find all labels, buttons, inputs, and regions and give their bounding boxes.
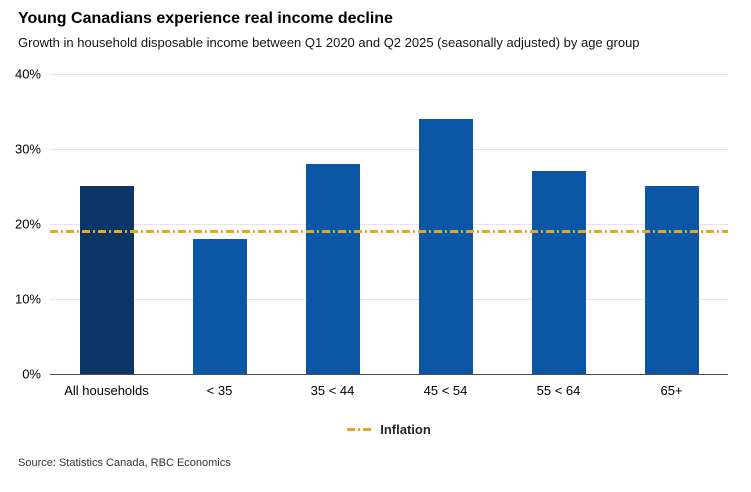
- bar-slot: [50, 74, 163, 374]
- x-axis-line: [50, 373, 728, 375]
- inflation-line-legend-symbol: [347, 427, 373, 431]
- bar-slot: [615, 74, 728, 374]
- chart-subtitle: Growth in household disposable income be…: [18, 35, 640, 51]
- y-tick-label: 30%: [14, 141, 41, 157]
- x-tick-label: All households: [64, 382, 149, 398]
- x-axis-labels: All households < 35 35 < 44 45 < 54 55 < 64 6…: [50, 383, 728, 398]
- y-tick-label: 40%: [14, 66, 41, 82]
- gridline: [50, 148, 728, 150]
- y-tick-label: 0%: [22, 366, 41, 382]
- bar-slot: [389, 74, 502, 374]
- bar-all-households: [79, 186, 134, 374]
- x-tick-label: 35 < 44: [310, 382, 355, 398]
- y-tick-label: 20%: [14, 216, 41, 232]
- bar-slot: [502, 74, 615, 374]
- bar-35-44: [305, 163, 360, 374]
- plot-area: 0% 10% 20% 30% 40%: [15, 66, 728, 381]
- bars-row: [50, 74, 728, 374]
- bar-65+: [644, 186, 699, 374]
- x-tick-label: 55 < 64: [536, 382, 581, 398]
- gridline: [50, 223, 728, 225]
- inflation-reference-line: [50, 230, 728, 234]
- source-note: Source: Statistics Canada, RBC Economics: [18, 456, 231, 469]
- bar-45-54: [418, 118, 473, 374]
- gridline: [50, 73, 728, 75]
- x-tick-label: 45 < 54: [423, 382, 468, 398]
- legend: Inflation: [50, 422, 728, 437]
- gridline: [50, 298, 728, 300]
- chart-page: Young Canadians experience real income d…: [0, 10, 751, 469]
- x-tick-label: 65+: [660, 382, 683, 398]
- bar-35: [192, 238, 247, 374]
- legend-label: Inflation: [380, 421, 431, 437]
- bar-55-64: [531, 171, 586, 374]
- bar-slot: [163, 74, 276, 374]
- y-tick-label: 10%: [14, 291, 41, 307]
- chart-title: Young Canadians experience real income d…: [18, 10, 393, 27]
- x-tick-label: < 35: [206, 382, 233, 398]
- bar-slot: [276, 74, 389, 374]
